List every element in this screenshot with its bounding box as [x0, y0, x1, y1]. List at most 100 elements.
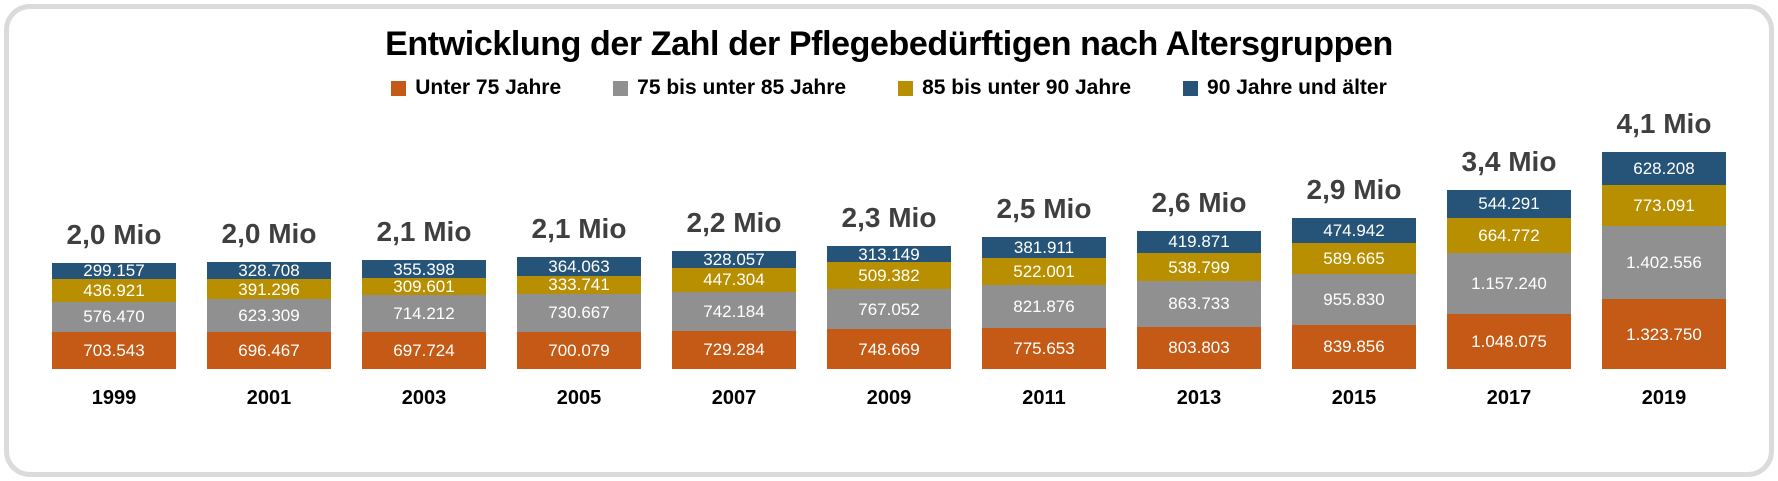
bar-segment: 748.669	[827, 329, 951, 369]
bar-segment: 576.470	[52, 301, 176, 332]
total-label: 2,6 Mio	[1151, 186, 1247, 218]
bar-segment: 328.057	[672, 250, 796, 269]
bar-segment: 538.799	[1137, 252, 1261, 282]
bar-segment: 697.724	[362, 332, 486, 369]
bar-segment: 544.291	[1447, 189, 1571, 219]
year-label: 2013	[1176, 386, 1222, 409]
bar-segment: 364.063	[517, 257, 641, 277]
year-label: 2019	[1641, 386, 1687, 409]
total-label: 2,3 Mio	[841, 201, 937, 233]
bar-stack: 313.149 509.382 767.052 748.669	[827, 245, 951, 369]
total-label: 2,1 Mio	[376, 215, 472, 247]
legend-item-3: 90 Jahre und älter	[1183, 76, 1387, 100]
bar-stack: 419.871 538.799 863.733 803.803	[1137, 230, 1261, 369]
legend-marker-icon	[391, 80, 407, 96]
bar-segment: 773.091	[1602, 185, 1726, 226]
bar-segment: 589.665	[1292, 243, 1416, 275]
bar-column-2015: 2,9 Mio 474.942 589.665 955.830 839.856 2015	[1292, 174, 1416, 409]
year-label: 2011	[1022, 386, 1066, 409]
bar-segment: 742.184	[672, 291, 796, 331]
bar-segment: 1.402.556	[1602, 225, 1726, 300]
year-label: 2007	[711, 386, 757, 409]
bar-segment: 313.149	[827, 245, 951, 263]
bar-segment: 628.208	[1602, 152, 1726, 185]
bar-segment: 355.398	[362, 259, 486, 279]
bar-segment: 623.309	[207, 299, 331, 333]
bar-segment: 730.667	[517, 293, 641, 333]
bar-segment: 775.653	[982, 328, 1106, 369]
chart-legend: Unter 75 Jahre 75 bis unter 85 Jahre 85 bi…	[9, 76, 1769, 100]
total-label: 2,5 Mio	[996, 193, 1092, 225]
bar-column-2011: 2,5 Mio 381.911 522.001 821.876 775.653 2011	[982, 193, 1106, 409]
legend-item-0: Unter 75 Jahre	[391, 76, 561, 100]
bar-segment: 703.543	[52, 331, 176, 369]
bar-segment: 729.284	[672, 330, 796, 369]
bar-column-2009: 2,3 Mio 313.149 509.382 767.052 748.669 2009	[827, 202, 951, 410]
total-label: 2,0 Mio	[221, 217, 317, 249]
bar-segment: 1.048.075	[1447, 313, 1571, 369]
bar-segment: 391.296	[207, 278, 331, 300]
year-label: 2015	[1331, 386, 1377, 409]
bar-segment: 328.708	[207, 262, 331, 279]
bar-segment: 299.157	[52, 262, 176, 279]
bar-column-2003: 2,1 Mio 355.398 309.601 714.212 697.724 2003	[362, 216, 486, 410]
bar-segment: 821.876	[982, 284, 1106, 329]
legend-label: Unter 75 Jahre	[415, 76, 562, 99]
bar-stack: 364.063 333.741 730.667 700.079	[517, 257, 641, 369]
legend-item-2: 85 bis unter 90 Jahre	[898, 76, 1131, 100]
bar-column-2001: 2,0 Mio 328.708 391.296 623.309 696.467 2001	[207, 218, 331, 410]
legend-marker-icon	[613, 80, 629, 96]
bar-stack: 299.157 436.921 576.470 703.543	[52, 262, 176, 369]
year-label: 1999	[91, 386, 137, 409]
total-label: 4,1 Mio	[1616, 108, 1712, 139]
bar-segment: 447.304	[672, 268, 796, 292]
bar-column-2013: 2,6 Mio 419.871 538.799 863.733 803.803 2013	[1137, 187, 1261, 410]
bar-segment: 803.803	[1137, 326, 1261, 369]
year-label: 2017	[1486, 386, 1532, 409]
legend-item-1: 75 bis unter 85 Jahre	[613, 76, 846, 100]
bar-stack: 328.057 447.304 742.184 729.284	[672, 250, 796, 369]
bar-segment: 664.772	[1447, 218, 1571, 253]
legend-marker-icon	[1183, 80, 1199, 96]
bar-segment: 714.212	[362, 294, 486, 333]
bar-stack: 474.942 589.665 955.830 839.856	[1292, 218, 1416, 369]
year-label: 2005	[556, 386, 602, 409]
legend-label: 90 Jahre und älter	[1207, 76, 1387, 99]
bar-segment: 839.856	[1292, 324, 1416, 369]
bar-column-1999: 2,0 Mio 299.157 436.921 576.470 703.543 1999	[52, 219, 176, 410]
total-label: 3,4 Mio	[1461, 145, 1557, 177]
bar-stack: 544.291 664.772 1.157.240 1.048.075	[1447, 189, 1571, 369]
bar-stack: 355.398 309.601 714.212 697.724	[362, 259, 486, 369]
bar-segment: 419.871	[1137, 230, 1261, 253]
bar-segment: 474.942	[1292, 218, 1416, 244]
legend-marker-icon	[898, 80, 914, 96]
year-label: 2001	[246, 386, 292, 409]
bar-segment: 333.741	[517, 276, 641, 294]
bar-segment: 767.052	[827, 289, 951, 330]
bar-segment: 1.157.240	[1447, 252, 1571, 314]
bar-segment: 436.921	[52, 278, 176, 302]
chart-frame: Entwicklung der Zahl der Pflegebedürftig…	[4, 4, 1774, 477]
bar-column-2017: 3,4 Mio 544.291 664.772 1.157.240 1.048.075 2…	[1447, 146, 1571, 410]
bar-stack: 628.208 773.091 1.402.556 1.323.750	[1602, 152, 1726, 369]
bar-column-2019: 4,1 Mio 628.208 773.091 1.402.556 1.323.750 2…	[1602, 108, 1726, 410]
total-label: 2,9 Mio	[1306, 174, 1402, 206]
bar-column-2007: 2,2 Mio 328.057 447.304 742.184 729.284 2007	[672, 207, 796, 410]
year-label: 2009	[866, 386, 912, 409]
total-label: 2,1 Mio	[531, 213, 627, 245]
bar-column-2005: 2,1 Mio 364.063 333.741 730.667 700.079 2005	[517, 213, 641, 410]
bar-segment: 1.323.750	[1602, 299, 1726, 369]
total-label: 2,0 Mio	[66, 218, 162, 250]
total-label: 2,2 Mio	[686, 206, 782, 238]
bar-segment: 863.733	[1137, 281, 1261, 327]
bar-segment: 381.911	[982, 237, 1106, 258]
chart-title: Entwicklung der Zahl der Pflegebedürftig…	[385, 25, 1393, 63]
bar-segment: 955.830	[1292, 274, 1416, 325]
bar-segment: 700.079	[517, 332, 641, 369]
legend-label: 75 bis unter 85 Jahre	[637, 76, 847, 99]
bar-stack: 328.708 391.296 623.309 696.467	[207, 262, 331, 369]
bar-segment: 522.001	[982, 257, 1106, 285]
bars-area: 2,0 Mio 299.157 436.921 576.470 703.543 1999 2…	[9, 108, 1769, 410]
bar-segment: 509.382	[827, 262, 951, 290]
legend-label: 85 bis unter 90 Jahre	[922, 76, 1132, 99]
